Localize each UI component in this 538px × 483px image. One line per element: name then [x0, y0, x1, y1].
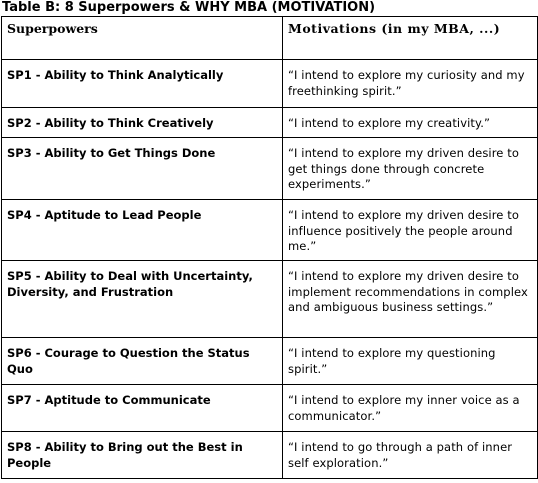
superpower-cell: SP3 - Ability to Get Things Done	[1, 137, 283, 200]
table-row: SP8 - Ability to Bring out the Best in P…	[1, 431, 538, 479]
superpower-cell: SP1 - Ability to Think Analytically	[1, 59, 283, 108]
table-row: SP2 - Ability to Think Creatively “I int…	[1, 107, 538, 138]
table-row: SP7 - Aptitude to Communicate “I intend …	[1, 384, 538, 432]
superpower-cell: SP5 - Ability to Deal with Uncertainty, …	[1, 260, 283, 338]
motivation-cell: “I intend to explore my driven desire to…	[282, 199, 538, 261]
superpower-cell: SP2 - Ability to Think Creatively	[1, 107, 283, 138]
superpower-cell: SP8 - Ability to Bring out the Best in P…	[1, 431, 283, 479]
table-row: SP3 - Ability to Get Things Done “I inte…	[1, 137, 538, 200]
superpowers-table: Superpowers Motivations (in my MBA, ...)…	[1, 16, 538, 479]
table-caption: Table B: 8 Superpowers & WHY MBA (MOTIVA…	[2, 0, 376, 15]
superpower-cell: SP7 - Aptitude to Communicate	[1, 384, 283, 432]
header-motivations: Motivations (in my MBA, ...)	[282, 16, 538, 60]
motivation-cell: “I intend to explore my driven desire to…	[282, 260, 538, 338]
motivation-cell: “I intend to explore my driven desire to…	[282, 137, 538, 200]
table-row: SP5 - Ability to Deal with Uncertainty, …	[1, 260, 538, 338]
motivation-cell: “I intend to explore my inner voice as a…	[282, 384, 538, 432]
table-header-row: Superpowers Motivations (in my MBA, ...)	[1, 16, 538, 60]
table-row: SP4 - Aptitude to Lead People “I intend …	[1, 199, 538, 261]
table-row: SP1 - Ability to Think Analytically “I i…	[1, 59, 538, 108]
superpower-cell: SP4 - Aptitude to Lead People	[1, 199, 283, 261]
header-superpowers: Superpowers	[1, 16, 283, 60]
motivation-cell: “I intend to explore my creativity.”	[282, 107, 538, 138]
motivation-cell: “I intend to explore my questioning spir…	[282, 337, 538, 385]
superpower-cell: SP6 - Courage to Question the Status Quo	[1, 337, 283, 385]
motivation-cell: “I intend to explore my curiosity and my…	[282, 59, 538, 108]
table-row: SP6 - Courage to Question the Status Quo…	[1, 337, 538, 385]
motivation-cell: “I intend to go through a path of inner …	[282, 431, 538, 479]
